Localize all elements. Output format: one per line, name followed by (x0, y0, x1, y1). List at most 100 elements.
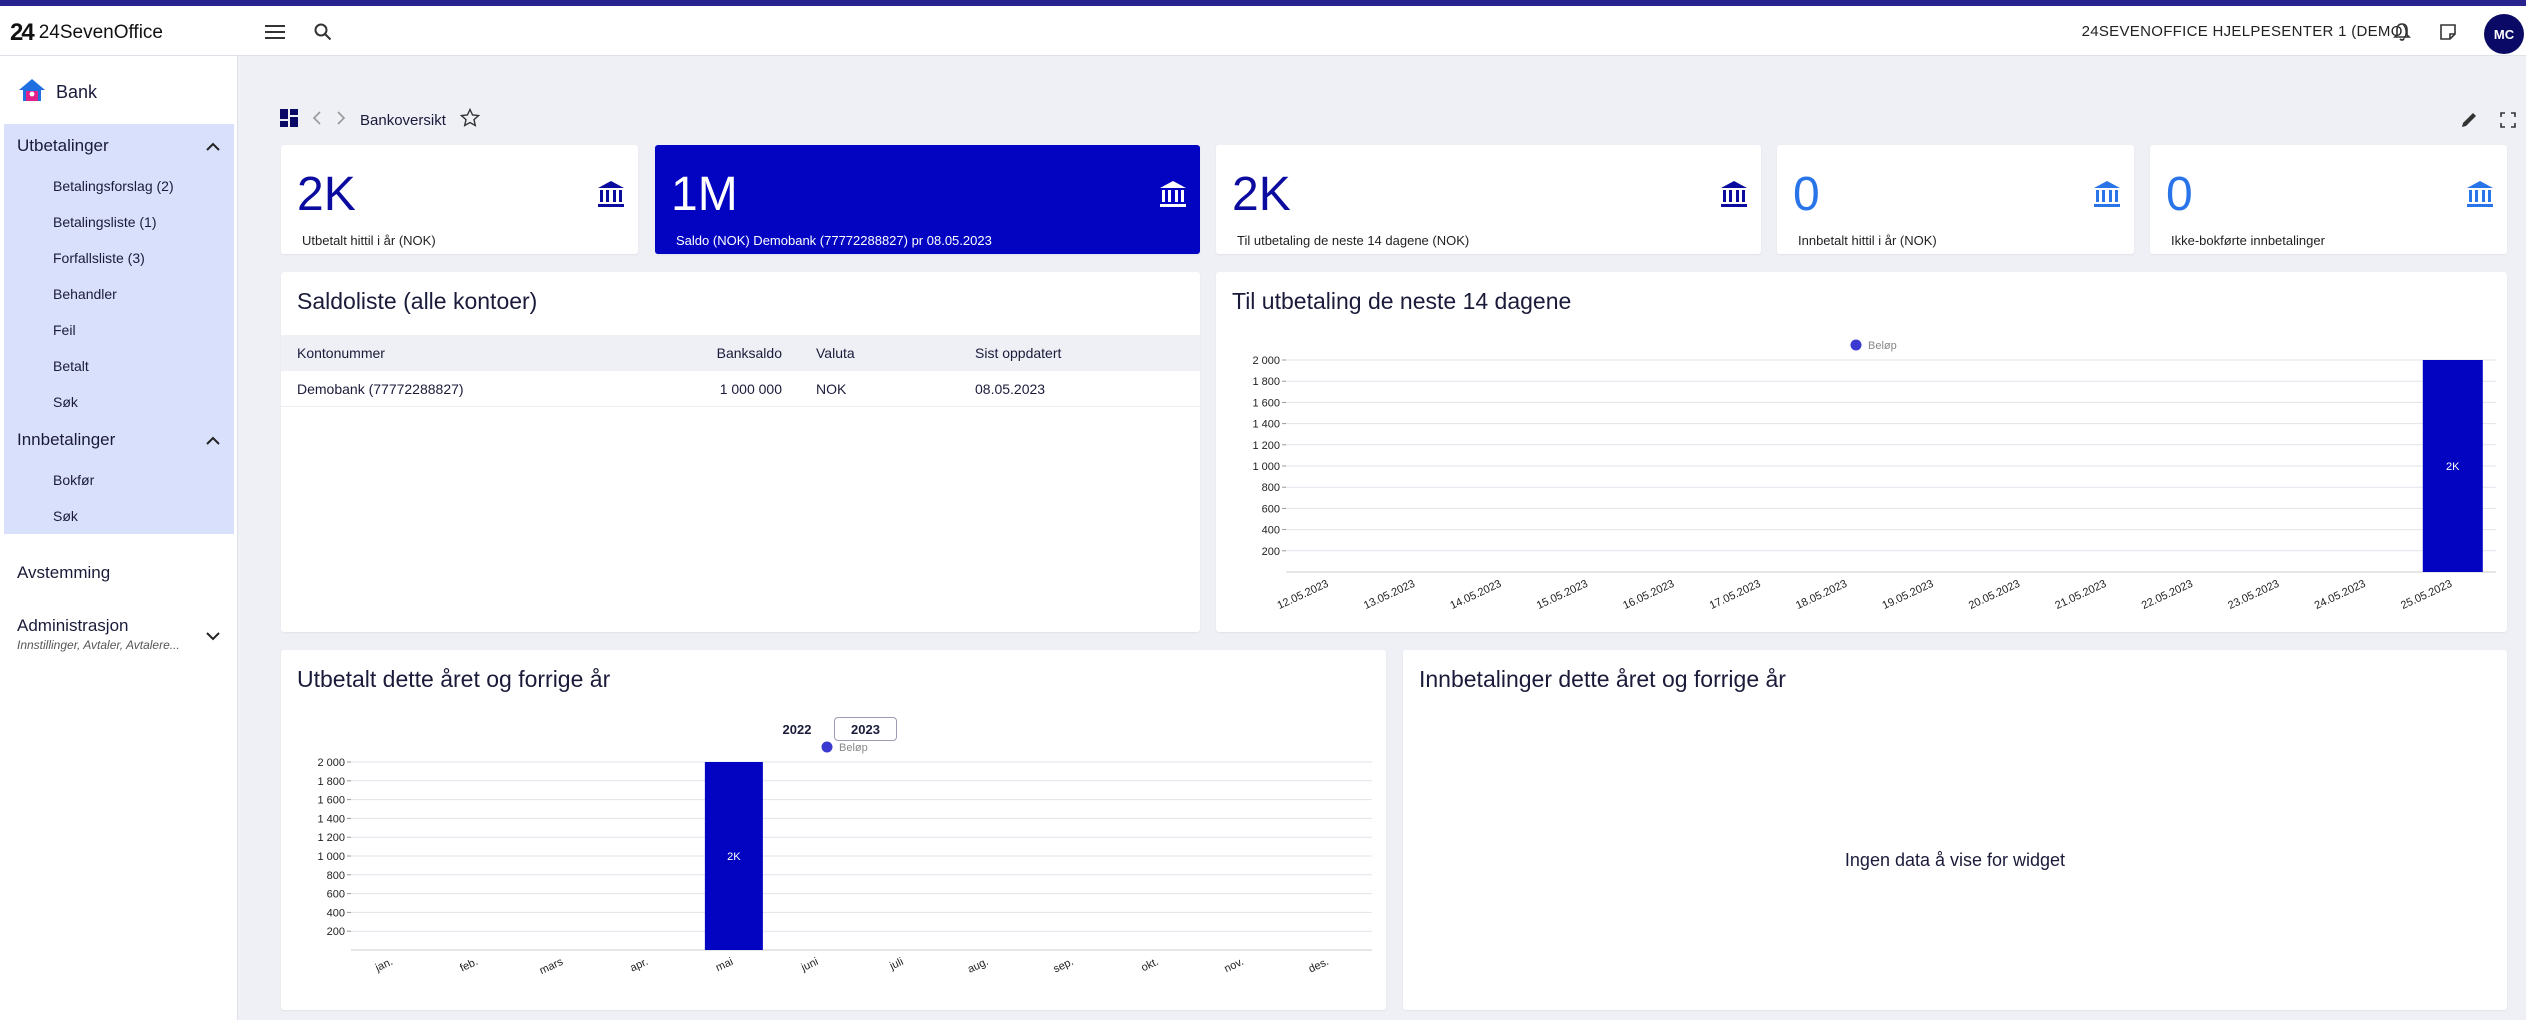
kpi-card-utbetalt[interactable]: 2K Utbetalt hittil i år (NOK) (281, 145, 638, 254)
kpi-card-ikke-bokforte[interactable]: 0 Ikke-bokførte innbetalinger (2150, 145, 2507, 254)
utbetalinger-label: Utbetalinger (17, 136, 109, 155)
bar-data-label: 2K (2446, 461, 2460, 473)
sidebar-title-label: Bank (56, 82, 98, 102)
x-tick-label: 19.05.2023 (1881, 578, 1936, 612)
y-tick-label: 400 (327, 907, 345, 919)
year-2023-button[interactable]: 2023 (834, 717, 897, 741)
kpi-label: Ikke-bokførte innbetalinger (2171, 233, 2325, 248)
sidebar-item-sok-innbetalinger[interactable]: Søk (53, 508, 78, 524)
sidebar-item-sok-utbetalinger[interactable]: Søk (53, 394, 78, 410)
y-tick-label: 200 (1262, 546, 1280, 558)
edit-pencil-icon[interactable] (2457, 108, 2481, 132)
y-tick-label: 1 800 (1252, 376, 1280, 388)
sidebar-item-avstemming[interactable]: Avstemming (17, 563, 111, 582)
y-tick-label: 2 000 (1252, 355, 1280, 367)
y-tick-label: 200 (327, 926, 345, 938)
y-tick-label: 1 600 (317, 795, 345, 807)
x-tick-label: mai (714, 956, 735, 974)
table-header: Kontonummer Banksaldo Valuta Sist oppdat… (281, 335, 1200, 371)
y-tick-label: 1 000 (317, 851, 345, 863)
bar-data-label: 2K (727, 851, 741, 863)
cell-oppdatert: 08.05.2023 (975, 381, 1046, 397)
kpi-label: Utbetalt hittil i år (NOK) (302, 233, 436, 248)
sidebar-item-administrasjon[interactable]: Administrasjon (17, 616, 129, 635)
x-tick-label: aug. (966, 956, 990, 976)
sidebar-item-forfallsliste[interactable]: Forfallsliste (3) (53, 250, 145, 266)
company-name[interactable]: 24SEVENOFFICE HJELPESENTER 1 (DEMO) (2081, 23, 2408, 40)
sidebar-item-betalingsliste[interactable]: Betalingsliste (1) (53, 214, 157, 230)
x-tick-label: mars (538, 956, 566, 977)
x-tick-label: 21.05.2023 (2053, 578, 2108, 612)
x-tick-label: 18.05.2023 (1794, 578, 1849, 612)
table-row[interactable]: Demobank (77772288827) 1 000 000 NOK 08.… (281, 371, 1200, 407)
star-icon[interactable] (459, 107, 481, 133)
kpi-value: 0 (2166, 168, 2193, 221)
x-tick-label: feb. (458, 956, 480, 975)
logo-text: 24SevenOffice (38, 22, 163, 43)
kpi-card-innbetalt[interactable]: 0 Innbetalt hittil i år (NOK) (1777, 145, 2134, 254)
upcoming-payments-chart: Beløp 200 400 600 800 1 000 1 200 1 400 1 600 1 8… (1252, 339, 2496, 612)
avatar[interactable]: MC (2484, 14, 2524, 54)
kpi-label: Saldo (NOK) Demobank (77772288827) pr 08… (676, 233, 992, 248)
y-tick-label: 1 400 (317, 813, 345, 825)
y-tick-label: 800 (327, 870, 345, 882)
y-tick-label: 1 600 (1252, 397, 1280, 409)
sidebar-item-betalt[interactable]: Betalt (53, 358, 89, 374)
back-arrow-icon[interactable] (312, 111, 322, 130)
x-tick-label: 23.05.2023 (2226, 578, 2281, 612)
logo-mark: 24 (10, 19, 35, 46)
kpi-card-til-utbetaling[interactable]: 2K Til utbetaling de neste 14 dagene (NO… (1216, 145, 1761, 254)
col-banksaldo[interactable]: Banksaldo (716, 345, 782, 361)
x-tick-label: sep. (1052, 956, 1076, 976)
outgoing-title: Utbetalt dette året og forrige år (297, 666, 611, 692)
col-kontonummer[interactable]: Kontonummer (297, 345, 385, 361)
kpi-card-saldo[interactable]: 1M Saldo (NOK) Demobank (77772288827) pr… (655, 145, 1200, 254)
brand-stripe (0, 0, 2526, 6)
cell-valuta: NOK (816, 381, 847, 397)
fullscreen-icon[interactable] (2496, 108, 2520, 132)
y-tick-label: 600 (1262, 503, 1280, 515)
legend-marker (821, 741, 833, 753)
sidebar-title[interactable]: Bank (18, 78, 97, 107)
x-tick-label: okt. (1139, 956, 1160, 974)
x-tick-label: nov. (1222, 956, 1245, 975)
breadcrumb-label[interactable]: Bankoversikt (360, 112, 446, 129)
x-tick-label: apr. (628, 956, 650, 975)
y-tick-label: 600 (327, 889, 345, 901)
kpi-label: Innbetalt hittil i år (NOK) (1798, 233, 1937, 248)
x-tick-label: juni (799, 956, 820, 975)
y-tick-label: 1 800 (317, 776, 345, 788)
kpi-value: 1M (671, 168, 738, 221)
sidebar-item-betalingsforslag[interactable]: Betalingsforslag (2) (53, 178, 174, 194)
y-tick-label: 1 200 (317, 832, 345, 844)
x-tick-label: 25.05.2023 (2399, 578, 2454, 612)
chevron-down-icon[interactable] (206, 628, 220, 646)
dashboard-grid-icon[interactable] (280, 109, 298, 132)
x-tick-label: 20.05.2023 (1967, 578, 2022, 612)
empty-state-message: Ingen data å vise for widget (1844, 850, 2066, 870)
bank-home-icon (18, 78, 46, 107)
kpi-label: Til utbetaling de neste 14 dagene (NOK) (1237, 233, 1470, 248)
sidebar-item-behandler[interactable]: Behandler (53, 286, 117, 302)
x-tick-label: juli (887, 956, 905, 973)
chevron-up-icon (206, 430, 220, 450)
search-icon[interactable] (310, 19, 336, 45)
y-tick-label: 1 200 (1252, 440, 1280, 452)
innbetalinger-header[interactable]: Innbetalinger (4, 418, 234, 462)
y-tick-label: 2 000 (317, 757, 345, 769)
sidebar-item-feil[interactable]: Feil (53, 322, 76, 338)
innbetalinger-label: Innbetalinger (17, 430, 116, 449)
utbetalinger-header[interactable]: Utbetalinger (4, 124, 234, 168)
chevron-up-icon (206, 136, 220, 156)
col-valuta[interactable]: Valuta (816, 345, 855, 361)
col-sist-oppdatert[interactable]: Sist oppdatert (975, 345, 1062, 361)
forward-arrow-icon[interactable] (336, 111, 346, 130)
bell-icon[interactable] (2389, 19, 2415, 45)
menu-icon[interactable] (262, 19, 288, 45)
year-2022-button[interactable]: 2022 (782, 721, 812, 737)
legend-marker (1850, 339, 1862, 351)
sidebar-item-bokfor[interactable]: Bokfør (53, 472, 95, 488)
bar (2422, 360, 2483, 572)
note-icon[interactable] (2435, 19, 2461, 45)
app-logo[interactable]: 24 24SevenOffice (10, 19, 163, 47)
